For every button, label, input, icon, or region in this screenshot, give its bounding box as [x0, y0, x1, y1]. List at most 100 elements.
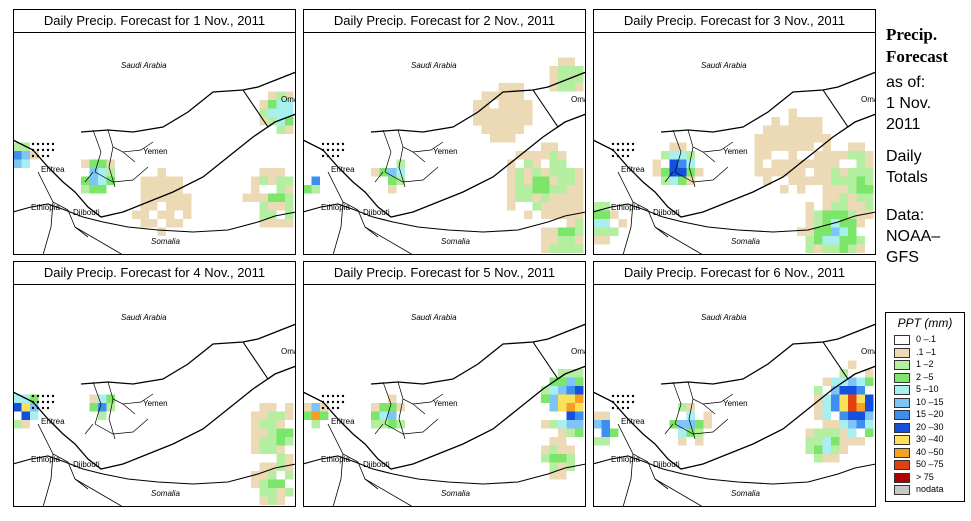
island-mark [626, 394, 630, 398]
precip-cell [174, 219, 183, 228]
map-frame [13, 284, 296, 507]
arabia-coastline [13, 365, 296, 470]
precip-cell [268, 108, 277, 117]
precip-cell [865, 369, 874, 378]
precip-cell [831, 151, 840, 160]
precip-cell [788, 168, 797, 177]
precip-cell [788, 134, 797, 143]
precip-cell [259, 479, 268, 488]
precip-cell [610, 210, 619, 219]
country-border [42, 201, 54, 255]
precip-cell [848, 411, 857, 420]
precip-cell [549, 185, 558, 194]
precip-cell [686, 151, 695, 160]
precip-cell [754, 142, 763, 151]
africa-coastline [593, 203, 876, 233]
precip-cell [831, 454, 840, 463]
precip-cell [856, 386, 865, 395]
precip-cell [140, 193, 149, 202]
precip-cell [549, 176, 558, 185]
precip-cell [498, 134, 507, 143]
island-mark [631, 142, 635, 146]
precip-cell [754, 168, 763, 177]
island-mark [331, 394, 335, 398]
governorate-boundary [687, 381, 716, 415]
precip-cell [856, 219, 865, 228]
legend-title: PPT (mm) [897, 316, 953, 330]
precip-cell [311, 420, 320, 429]
island-mark [331, 400, 335, 404]
island-mark [611, 394, 615, 398]
precip-cell [490, 91, 499, 100]
precip-cell [848, 142, 857, 151]
precip-cell [558, 159, 567, 168]
island-mark [331, 406, 335, 410]
island-mark [326, 154, 330, 158]
precip-cell [251, 193, 260, 202]
country-label: Oman [571, 347, 586, 356]
precip-cell [566, 420, 575, 429]
precip-cell [839, 227, 848, 236]
precip-cell [661, 176, 670, 185]
precip-cell [268, 176, 277, 185]
precip-cell [865, 377, 874, 386]
precip-cell [259, 202, 268, 211]
precip-cell [797, 117, 806, 126]
arabia-coastline [303, 365, 586, 470]
precip-cell [541, 202, 550, 211]
governorate-boundary [384, 166, 439, 183]
country-label: Saudi Arabia [701, 61, 747, 70]
precip-cell [558, 454, 567, 463]
island-mark [621, 142, 625, 146]
precip-cell [541, 210, 550, 219]
precip-cell [524, 100, 533, 109]
precip-cell [507, 108, 516, 117]
precip-cell [831, 202, 840, 211]
precip-cell [566, 74, 575, 83]
precip-cell [149, 202, 158, 211]
saudi-border [370, 71, 586, 133]
country-label: Somalia [151, 489, 180, 498]
precip-cell [865, 168, 874, 177]
precip-cell [481, 91, 490, 100]
precip-map: Saudi Arabia Oman Yemen Eritrea Ethiopia Djib… [593, 32, 876, 255]
precip-cell [106, 159, 115, 168]
precip-cell [831, 428, 840, 437]
precip-cell [268, 202, 277, 211]
precip-cell [669, 159, 678, 168]
island-mark [41, 154, 45, 158]
data-source-1: NOAA– [886, 228, 941, 245]
precip-cell [575, 377, 584, 386]
precip-cell [839, 403, 848, 412]
precip-cell [507, 134, 516, 143]
island-mark [336, 406, 340, 410]
saudi-border [370, 323, 586, 385]
precip-cell [831, 176, 840, 185]
legend-swatch [894, 485, 910, 495]
precip-cell [593, 219, 602, 228]
island-mark [321, 394, 325, 398]
precip-cell [541, 227, 550, 236]
country-border [364, 226, 414, 255]
oman-border [532, 341, 566, 380]
precip-cell [839, 244, 848, 253]
island-mark [611, 148, 615, 152]
precip-cell [320, 403, 329, 412]
precip-cell [566, 445, 575, 454]
precip-cell [788, 142, 797, 151]
precip-cell [549, 244, 558, 253]
precip-cell [558, 377, 567, 386]
precip-cell [822, 193, 831, 202]
precip-cell [566, 394, 575, 403]
precip-cell [285, 100, 294, 109]
precip-cell [311, 185, 320, 194]
precip-cell [575, 202, 584, 211]
precip-cell [13, 403, 22, 412]
precip-cell [822, 377, 831, 386]
island-mark [31, 148, 35, 152]
as-of-date: 1 Nov. [886, 95, 932, 112]
precip-cell [558, 66, 567, 75]
precip-cell [575, 219, 584, 228]
country-label: Djibouti [73, 208, 100, 217]
precip-cell [285, 176, 294, 185]
